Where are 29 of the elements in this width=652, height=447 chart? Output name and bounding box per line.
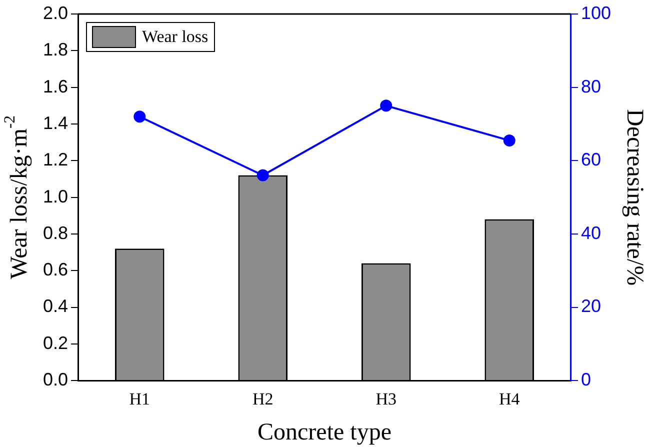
point xyxy=(503,134,516,146)
y2-tick-label: 20 xyxy=(580,296,601,316)
x-tick-label: H4 xyxy=(498,389,520,408)
y-tick-label: 1.6 xyxy=(42,76,68,96)
legend-label: Wear loss xyxy=(142,27,208,47)
y2-tick-label: 0 xyxy=(580,370,591,390)
x-tick-label: H3 xyxy=(376,389,397,408)
point xyxy=(134,110,146,123)
y-tick-label: 0.8 xyxy=(42,222,68,243)
x-axis-title: Concrete type xyxy=(258,419,392,446)
y2-axis-title: Decreasing rate/% xyxy=(622,109,648,286)
y2-tick-label: 100 xyxy=(580,2,612,23)
y-tick-label: 1.0 xyxy=(42,186,68,206)
y-tick-label: 0.6 xyxy=(42,260,68,280)
x-tick-label: H1 xyxy=(129,389,150,408)
y-tick-label: 0.2 xyxy=(42,332,68,353)
point xyxy=(380,100,392,112)
x-tick-label: H2 xyxy=(252,389,274,408)
point xyxy=(256,169,269,182)
y-tick-label: 1.4 xyxy=(42,112,68,133)
y-axis-title: Wear loss/kg·m-2 xyxy=(1,115,32,280)
y-tick-label: 2.0 xyxy=(42,2,68,23)
y-tick-label: 0.4 xyxy=(42,296,68,316)
y2-tick-label: 40 xyxy=(580,222,601,243)
y2-tick-label: 80 xyxy=(580,76,601,96)
y2-tick-label: 60 xyxy=(580,150,601,170)
y-tick-label: 1.8 xyxy=(42,40,68,60)
y-tick-label: 1.2 xyxy=(42,150,68,170)
y-tick-label: 0.0 xyxy=(42,370,68,390)
